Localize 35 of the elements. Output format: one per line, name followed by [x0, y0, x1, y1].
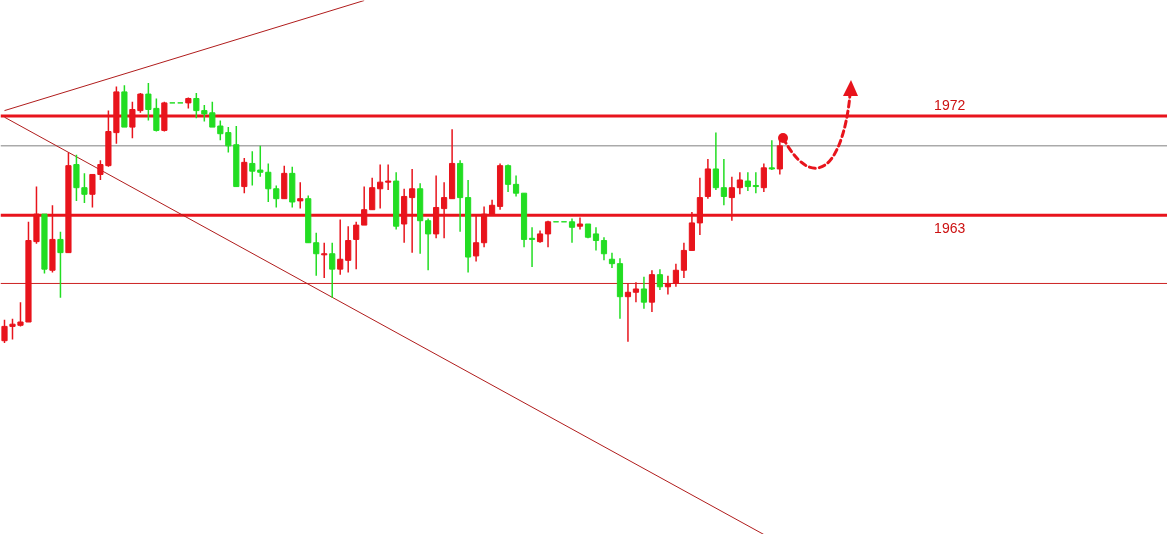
candlestick: [425, 217, 432, 271]
candlestick: [632, 281, 640, 303]
candlestick: [680, 241, 688, 279]
candlestick: [337, 218, 344, 276]
candlestick: [297, 181, 304, 210]
ref-line-label: 1963: [934, 220, 966, 237]
candlestick: [321, 241, 328, 279]
candlestick: [736, 171, 743, 196]
candlestick: [544, 219, 552, 248]
candlestick: [57, 230, 64, 299]
candlestick: [568, 217, 576, 244]
candlestick: [592, 226, 600, 252]
candlestick: [353, 221, 360, 270]
candlestick: [385, 163, 392, 191]
candlestick: [313, 232, 320, 277]
candlestick: [369, 177, 376, 211]
candlestick: [712, 131, 719, 191]
candlestick: [760, 162, 767, 193]
candlestick: [504, 163, 512, 193]
candlestick: [656, 268, 664, 291]
candlestick: [512, 174, 520, 198]
candlestick: [640, 276, 648, 310]
candlestick: [600, 236, 608, 262]
candlestick: [664, 275, 672, 296]
candlestick: [624, 282, 632, 343]
candlestick: [720, 158, 727, 207]
candlestick: [528, 226, 536, 268]
candlestick: [345, 225, 352, 274]
candlestick: [672, 262, 680, 288]
candlestick: [752, 171, 759, 194]
ref-line-label: 1972: [934, 97, 966, 114]
candlestick: [377, 163, 384, 210]
candlestick: [329, 241, 336, 299]
candlestick: [744, 171, 751, 192]
candlestick: [768, 139, 775, 171]
